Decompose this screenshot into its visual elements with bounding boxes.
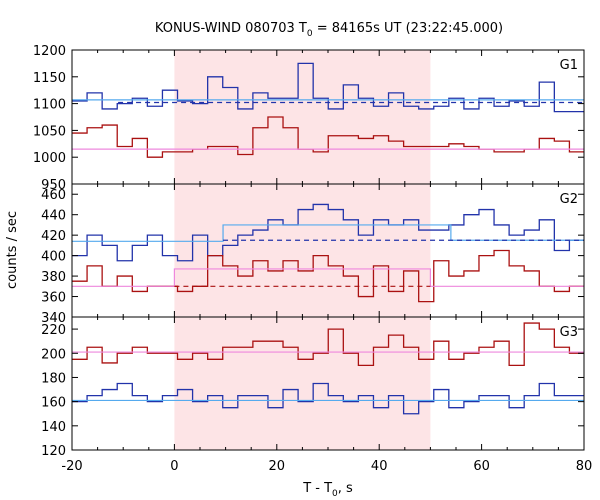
plot-area [72,322,584,415]
step-curve-red [72,116,584,158]
chart-title: KONUS-WIND 080703 T0 = 84165s UT (23:22:… [155,21,503,39]
fit-level-pink [72,268,584,287]
y-axis-label: counts / sec [5,211,20,289]
xlabel-prefix: T - T [302,481,332,496]
x-tick-label: 60 [473,459,490,474]
highlight-interval [174,50,431,184]
y-tick-label: 1000 [33,151,66,166]
y-tick-label: 180 [41,371,66,386]
y-tick-label: 460 [41,188,66,203]
x-axis-label: T - T0, s [302,481,353,499]
y-tick-label: 440 [41,209,66,224]
title-subscript: 0 [307,29,313,39]
panel-g1: 950 1000 1050 1100 1150 1200 G1 [33,44,585,193]
y-tick-label: 360 [41,291,66,306]
fit-level-cyan [72,224,584,242]
title-suffix: = 84165s UT (23:22:45.000) [313,21,503,36]
y-tick-label: 400 [41,250,66,265]
x-tick-label: 80 [576,459,593,474]
y-tick-label: 380 [41,270,66,285]
y-tick-label: 220 [41,323,66,338]
y-tick-label: 1150 [33,71,66,86]
step-curve-red [72,322,584,367]
x-tick-label: 0 [170,459,178,474]
y-tick-label: 120 [41,444,66,459]
step-curve-blue [72,382,584,415]
y-tick-label: 1050 [33,124,66,139]
highlight-interval [174,184,431,317]
plot-area [72,62,584,158]
x-tick-label: 20 [269,459,286,474]
y-tick-label: 1100 [33,98,66,113]
x-tick-label: -20 [61,459,82,474]
y-tick-label: 200 [41,347,66,362]
xlabel-subscript: 0 [332,489,338,499]
y-tick-label: 1200 [33,44,66,59]
step-curve-red [72,249,584,303]
highlight-interval [174,317,431,450]
panel-label-g1: G1 [560,58,578,73]
plot-area [72,203,584,303]
xlabel-suffix: , s [338,481,353,496]
y-tick-label: 420 [41,229,66,244]
panel-label-g3: G3 [560,325,578,340]
y-tick-label: 160 [41,396,66,411]
y-tick-label: 340 [41,311,66,326]
title-prefix: KONUS-WIND 080703 T [155,21,307,36]
panel-label-g2: G2 [560,192,578,207]
x-tick-label: 40 [371,459,388,474]
y-tick-label: 950 [41,178,66,193]
y-tick-label: 140 [41,420,66,435]
panel-g3: 120 140 160 180 200 220 -20 0 20 40 60 80 G3 [41,316,593,474]
panels-group: 95010001050110011501200G1340360380400420… [33,44,593,474]
panel-g2: 340 360 380 400 420 440 460 G2 [41,183,585,326]
